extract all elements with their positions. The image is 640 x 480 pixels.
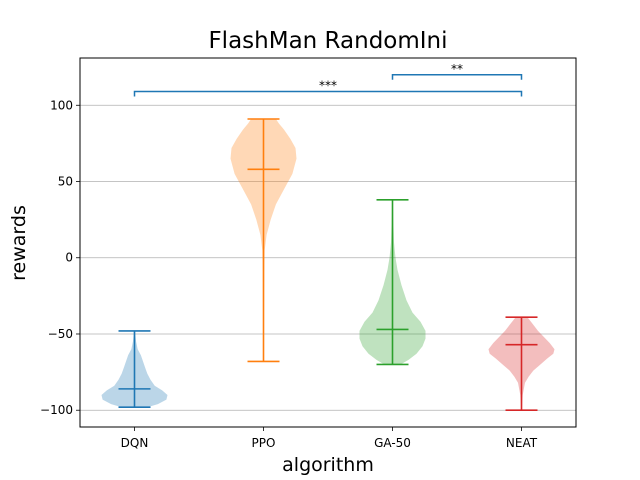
x-axis-ticks: DQN PPO GA-50 NEAT [121,427,538,450]
significance-bracket: ** [391,62,523,80]
grid-lines [80,104,576,411]
x-tick-label: DQN [121,436,149,450]
y-tick-label: −50 [48,327,73,341]
significance-line [391,74,523,80]
x-tick-label: PPO [252,436,276,450]
plot-frame [79,57,577,428]
y-tick-label: −100 [40,403,73,417]
violin-dqn [101,330,168,408]
violin-neat [488,316,555,412]
x-tick-label: NEAT [506,436,538,450]
significance-layer: ***** [133,62,523,97]
violins-layer [101,118,555,412]
significance-label: ** [451,62,463,76]
y-tick-label: 0 [65,251,73,265]
y-tick-label: 100 [50,98,73,112]
x-axis-label: algorithm [282,454,374,476]
y-tick-label: 50 [58,175,73,189]
x-tick-label: GA-50 [374,436,411,450]
significance-line [133,90,523,97]
violin-ga-50 [359,199,426,366]
violin-ppo [230,118,297,363]
significance-label: *** [319,79,337,93]
chart-title: FlashMan RandomIni [208,28,447,54]
y-axis-label: rewards [8,205,30,281]
significance-bracket: *** [133,79,523,97]
y-axis-ticks: −100 −50 0 50 100 [40,98,80,417]
